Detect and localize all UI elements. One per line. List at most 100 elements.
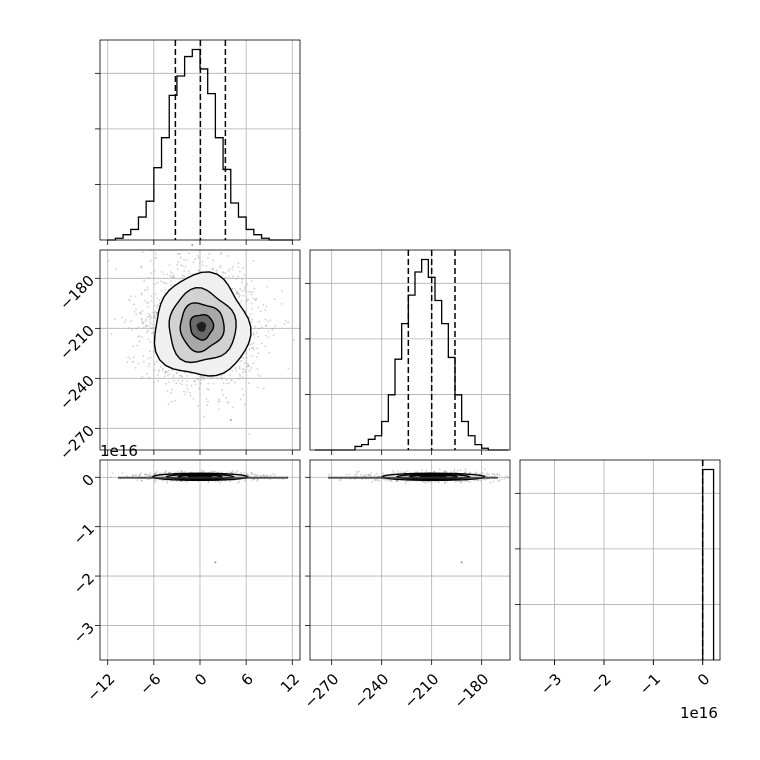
sample-point — [484, 478, 487, 481]
sample-point — [164, 292, 167, 295]
sample-point — [250, 366, 252, 369]
sample-point — [130, 320, 133, 322]
sample-point — [171, 276, 174, 279]
sample-point — [245, 356, 248, 359]
sample-point — [239, 294, 241, 297]
sample-point — [246, 365, 249, 368]
sample-point — [274, 325, 277, 327]
sample-point — [252, 297, 255, 300]
sample-point — [507, 477, 510, 479]
sample-point — [184, 371, 186, 374]
sample-point — [265, 325, 268, 327]
sample-point — [230, 471, 233, 474]
y-tick-label: −180 — [56, 272, 98, 314]
sample-point — [166, 481, 169, 484]
sample-point — [227, 255, 230, 257]
sample-point — [267, 320, 269, 323]
sample-point — [248, 475, 250, 477]
sample-point — [153, 269, 156, 272]
sample-point — [252, 346, 254, 349]
sample-point — [177, 253, 180, 255]
sample-point — [241, 371, 244, 374]
sample-point — [377, 475, 380, 478]
y-tick-label: −210 — [56, 322, 98, 364]
sample-point — [147, 329, 150, 332]
sample-point — [148, 362, 151, 365]
sample-point — [207, 481, 210, 484]
sample-point — [201, 470, 204, 473]
sample-point — [186, 374, 189, 377]
sample-point — [237, 266, 240, 269]
sample-point — [219, 266, 221, 269]
sample-point — [371, 480, 374, 483]
sample-point — [219, 265, 222, 267]
sample-point — [243, 471, 246, 474]
sample-point — [465, 480, 468, 482]
sample-point — [172, 374, 175, 376]
sample-point — [154, 363, 157, 365]
sample-point — [237, 482, 240, 484]
sample-point — [149, 314, 152, 317]
sample-point — [167, 370, 170, 372]
sample-point — [239, 375, 242, 377]
sample-point — [154, 472, 157, 475]
sample-point — [388, 479, 390, 482]
sample-point — [181, 379, 184, 382]
sample-point — [485, 474, 488, 477]
sample-point — [129, 357, 132, 360]
sample-point — [338, 479, 341, 482]
sample-point — [238, 270, 241, 273]
sample-point — [135, 474, 138, 476]
sample-point — [150, 327, 152, 330]
sample-point — [246, 473, 249, 476]
sample-point — [405, 480, 408, 483]
sample-point — [252, 341, 255, 344]
sample-point — [234, 367, 237, 370]
sample-point — [161, 369, 164, 371]
sample-point — [181, 376, 184, 378]
contour-frame-1-2 — [309, 459, 511, 661]
sample-point — [444, 470, 447, 473]
sample-point — [265, 334, 267, 337]
sample-point — [374, 479, 377, 481]
sample-point — [374, 478, 376, 481]
sample-point — [358, 470, 360, 473]
sample-point — [244, 370, 246, 373]
sample-point — [145, 324, 148, 327]
sample-point — [156, 306, 159, 309]
sample-point — [198, 387, 201, 390]
sample-point — [189, 272, 191, 275]
sample-point — [253, 287, 256, 290]
sample-point — [123, 321, 126, 324]
sample-point — [252, 362, 255, 365]
sample-point — [142, 321, 145, 323]
sample-point — [194, 383, 197, 386]
x-tick-label: −270 — [301, 670, 343, 712]
sample-point — [140, 377, 142, 380]
sample-point — [373, 474, 376, 477]
sample-point — [165, 282, 168, 285]
sample-point — [460, 481, 462, 484]
sample-point — [251, 320, 253, 323]
sample-point — [232, 470, 234, 473]
sample-point — [192, 397, 195, 400]
sample-point — [257, 327, 260, 330]
sample-point — [265, 305, 268, 308]
x-tick-label: −12 — [83, 670, 118, 705]
sample-point — [367, 474, 370, 476]
sample-point — [231, 369, 234, 372]
sample-point — [244, 478, 247, 481]
sample-point — [264, 345, 267, 348]
sample-point — [281, 290, 283, 293]
sample-point — [166, 480, 169, 482]
sample-point — [201, 264, 204, 266]
sample-point — [493, 473, 495, 476]
sample-point — [196, 378, 199, 381]
sample-point — [154, 304, 157, 307]
sample-point — [280, 302, 283, 305]
sample-point — [141, 376, 144, 378]
sample-point — [460, 480, 462, 483]
sample-point — [232, 406, 234, 409]
sample-point — [424, 481, 427, 484]
sample-point — [256, 335, 259, 338]
